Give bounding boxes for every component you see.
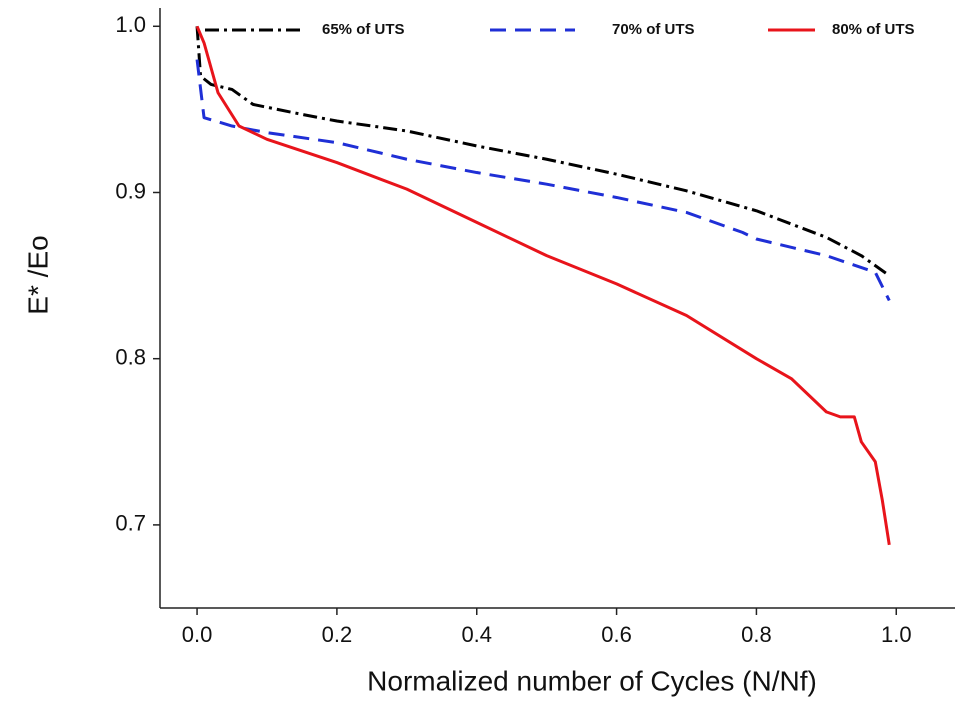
x-tick-label: 0.4: [461, 622, 492, 647]
x-tick-label: 0.8: [741, 622, 772, 647]
y-tick-label: 0.7: [115, 511, 146, 536]
data-line: [195, 26, 891, 277]
x-tick-label: 0.0: [182, 622, 213, 647]
data-line: [195, 59, 891, 302]
y-tick-label: 0.8: [115, 345, 146, 370]
y-tick-label: 0.9: [115, 178, 146, 203]
legend-label: 65% of UTS: [322, 21, 405, 38]
x-axis-title: Normalized number of Cycles (N/Nf): [367, 665, 817, 696]
x-tick-label: 1.0: [881, 622, 912, 647]
legend-label: 70% of UTS: [612, 21, 695, 38]
x-tick-label: 0.6: [601, 622, 632, 647]
x-tick-label: 0.2: [322, 622, 353, 647]
y-tick-label: 1.0: [115, 12, 146, 37]
data-line: [195, 25, 891, 546]
legend-label: 80% of UTS: [832, 21, 915, 38]
y-axis-title: E* /Eo: [22, 235, 53, 314]
